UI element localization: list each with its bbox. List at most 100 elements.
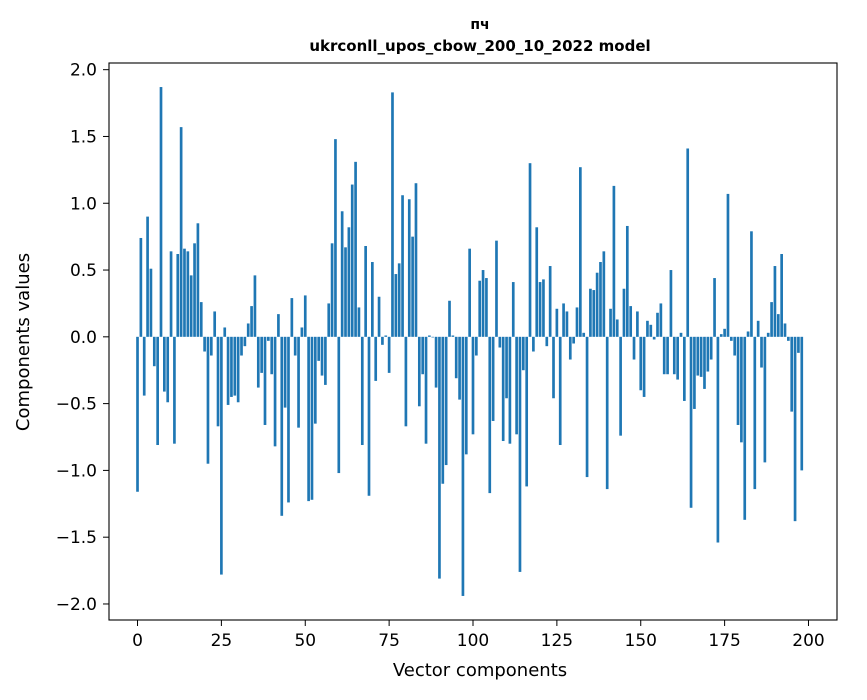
bar (334, 139, 337, 337)
bar (760, 336, 763, 368)
bar (518, 336, 522, 572)
bar (216, 336, 220, 427)
bar (230, 336, 233, 397)
bar-series (136, 87, 804, 596)
bar (327, 303, 331, 337)
bar (485, 278, 488, 337)
bar (267, 336, 270, 341)
bar (371, 262, 374, 337)
bar (350, 184, 354, 337)
bar (689, 336, 693, 508)
bar (240, 336, 243, 356)
bar (236, 336, 240, 403)
bar (666, 336, 669, 375)
bar (703, 336, 706, 389)
bar (729, 336, 733, 341)
y-tick-label: −2.0 (56, 595, 97, 615)
bar (532, 336, 535, 352)
bar (629, 306, 633, 337)
y-tick-label: −0.5 (56, 395, 97, 415)
bar (196, 223, 200, 337)
bar (253, 275, 257, 337)
bar (454, 336, 458, 379)
y-axis-ticks: 2.0 1.5 1.0 0.5 0.0 −0.5 −1.0 −1.5 −2.0 (56, 61, 109, 615)
bar (357, 307, 361, 337)
bar (458, 336, 461, 400)
bar (719, 334, 723, 337)
bar (565, 311, 569, 337)
bar (622, 288, 626, 337)
bar (495, 240, 498, 337)
bar (582, 332, 586, 337)
bar (766, 332, 770, 337)
bar (787, 336, 790, 341)
bar (344, 247, 347, 337)
bar (669, 270, 673, 337)
bar (632, 336, 636, 360)
x-tick-label: 150 (625, 631, 657, 651)
bar (324, 336, 327, 385)
bar (313, 336, 317, 424)
bar (639, 336, 643, 391)
x-tick-label: 50 (294, 631, 316, 651)
bar (209, 336, 213, 356)
bar (528, 163, 532, 337)
bar (293, 336, 297, 356)
bar (652, 336, 656, 340)
bar (250, 306, 253, 337)
bar (199, 302, 203, 337)
bar (773, 266, 777, 337)
bar (545, 336, 549, 347)
bar (696, 336, 700, 376)
bar (726, 193, 730, 337)
bar (243, 336, 247, 347)
bar (159, 87, 163, 337)
bar (417, 336, 421, 407)
bar (203, 336, 206, 352)
x-axis-label: Vector components (393, 660, 567, 681)
bar (384, 335, 388, 337)
bar (649, 324, 653, 337)
bar (555, 308, 559, 337)
bar (300, 327, 304, 337)
bar (481, 270, 485, 337)
bar (585, 336, 589, 478)
bar (753, 336, 757, 490)
bar (740, 336, 743, 443)
bar (397, 263, 401, 337)
bar (656, 312, 659, 337)
x-tick-label: 0 (132, 631, 143, 651)
bar (136, 336, 139, 492)
bar (538, 282, 542, 337)
bar (521, 336, 525, 371)
bar (166, 336, 170, 403)
bar (421, 336, 425, 375)
bar (354, 161, 357, 337)
bar (303, 295, 307, 337)
bar (723, 328, 726, 337)
bar (558, 336, 562, 446)
bar (713, 278, 716, 337)
bar (595, 272, 599, 337)
bar (377, 296, 381, 337)
bar (424, 336, 428, 444)
bar (411, 236, 414, 337)
bar (149, 268, 153, 337)
bar (448, 300, 451, 337)
bar (746, 331, 750, 337)
bar (562, 303, 565, 337)
bar (213, 311, 217, 337)
bar (461, 336, 465, 596)
y-axis-label: Components values (13, 253, 34, 431)
bar (783, 323, 787, 337)
bar (709, 336, 713, 360)
bar (471, 336, 475, 435)
bar (659, 303, 663, 337)
bar (441, 336, 445, 484)
bar (756, 320, 760, 337)
bar (451, 335, 455, 337)
bar (683, 336, 686, 401)
bar (619, 336, 622, 436)
y-tick-label: 1.5 (70, 127, 97, 147)
bar (173, 336, 176, 444)
